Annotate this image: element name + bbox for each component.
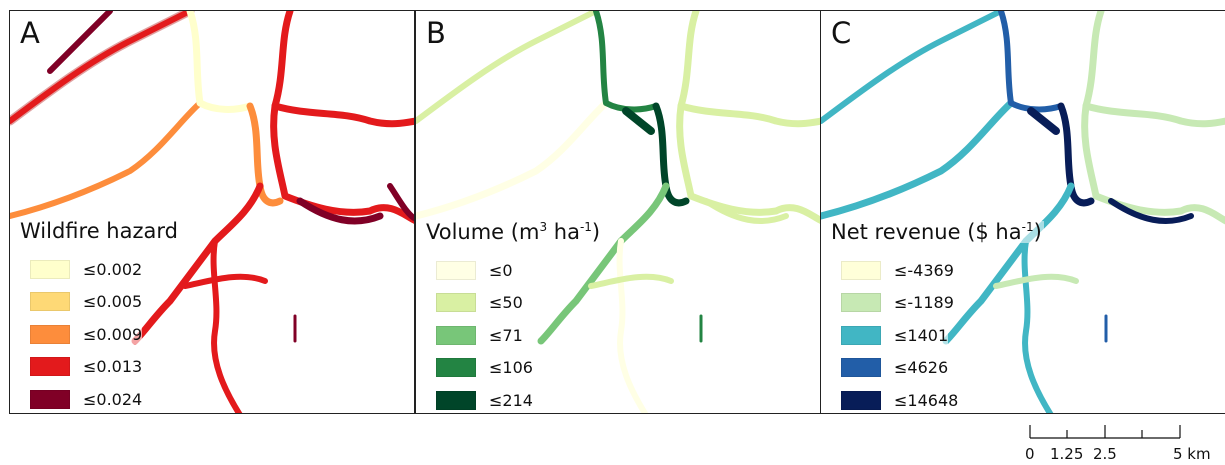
scale-bar: 0 1.25 2.5 5 km (1010, 420, 1211, 465)
stream-network-map (416, 11, 820, 413)
scale-label: 1.25 (1050, 445, 1084, 463)
stream-segment (1082, 11, 1225, 128)
legend-swatch (436, 260, 476, 280)
stream-segment (1021, 238, 1054, 413)
stream-segment (588, 273, 674, 289)
legend-item: ≤4626 (841, 352, 1044, 385)
legend-label: ≤71 (489, 325, 523, 345)
panel-letter: B (426, 16, 446, 50)
stream-segment (1108, 198, 1194, 224)
stream-segment (998, 11, 1064, 113)
legend-label: ≤50 (489, 293, 523, 313)
legend-item: ≤14648 (841, 384, 1044, 413)
legend-label: ≤0.005 (83, 292, 143, 312)
legend-swatch (841, 325, 881, 345)
legend-item: ≤1401 (841, 319, 1044, 352)
legend-label: ≤0.009 (83, 324, 143, 344)
legend-item: ≤106 (436, 352, 602, 385)
stream-segment (186, 11, 254, 113)
legend-swatch (30, 357, 70, 377)
legend-label: ≤14648 (894, 390, 959, 410)
legend-label: ≤106 (489, 358, 533, 378)
legend-swatch (436, 390, 476, 410)
map-panel-wildfire-hazard: A Wildfire hazard ≤0.002 ≤0.005 ≤0.009 ≤0.0… (9, 10, 415, 414)
legend-item: ≤-1189 (841, 287, 1044, 320)
legend-label: ≤-1189 (894, 293, 954, 313)
legend: Wildfire hazard ≤0.002 ≤0.005 ≤0.009 ≤0.013… (20, 219, 180, 413)
legend-label: ≤0 (489, 260, 513, 280)
legend-item: ≤0.002 (30, 253, 180, 286)
stream-segment (47, 11, 113, 74)
legend-swatch (30, 389, 70, 409)
legend-swatch (841, 390, 881, 410)
stream-segment (210, 238, 243, 413)
legend-item: ≤0.013 (30, 351, 180, 384)
legend-label: ≤0.002 (83, 259, 143, 279)
legend-label: ≤0.013 (83, 357, 143, 377)
stream-segment (677, 11, 820, 128)
stream-segment (182, 273, 268, 289)
legend-label: ≤0.024 (83, 389, 143, 409)
stream-segment (10, 11, 193, 124)
scale-label: 5 km (1173, 445, 1211, 463)
legend: Net revenue ($ ha-1) ≤-4369 ≤-1189 ≤1401 ≤4… (831, 220, 1044, 413)
stream-segment (416, 99, 610, 220)
scale-label: 2.5 (1093, 445, 1117, 463)
legend-swatch (436, 325, 476, 345)
stream-segment (676, 102, 820, 224)
legend-item: ≤0.024 (30, 383, 180, 413)
legend-item: ≤214 (436, 384, 602, 413)
stream-segment (821, 99, 1015, 220)
legend-swatch (30, 292, 70, 312)
stream-network-map (10, 11, 414, 413)
map-panel-volume: B Volume (m3 ha-1) ≤0 ≤50 ≤71 ≤106 ≤214 (415, 10, 821, 414)
stream-segment (416, 11, 599, 124)
legend-item: ≤71 (436, 319, 602, 352)
panel-letter: C (831, 16, 852, 50)
legend-item: ≤0.009 (30, 318, 180, 351)
stream-segment (821, 11, 1004, 124)
stream-segment (296, 197, 384, 225)
stream-segment (703, 198, 789, 224)
legend-swatch (436, 293, 476, 313)
legend-swatch (30, 324, 70, 344)
stream-segment (622, 107, 655, 135)
stream-network-map (821, 11, 1225, 413)
legend-title: Net revenue ($ ha-1) (831, 220, 1044, 244)
stream-segment (271, 11, 414, 128)
legend: Volume (m3 ha-1) ≤0 ≤50 ≤71 ≤106 ≤214 (426, 220, 603, 413)
panel-letter: A (20, 16, 40, 50)
map-panel-net-revenue: C Net revenue ($ ha-1) ≤-4369 ≤-1189 ≤1401… (820, 10, 1225, 414)
legend-swatch (30, 259, 70, 279)
legend-title: Volume (m3 ha-1) (426, 220, 603, 244)
legend-label: ≤1401 (894, 325, 949, 345)
legend-item: ≤-4369 (841, 254, 1044, 287)
stream-segment (10, 100, 203, 219)
stream-segment (593, 11, 659, 113)
stream-segment (616, 238, 649, 413)
stream-segment (537, 182, 670, 345)
scale-label: 0 (1025, 445, 1035, 463)
legend-item: ≤0.005 (30, 286, 180, 319)
stream-segment (387, 183, 414, 222)
scale-bar-ruler (1029, 425, 1181, 439)
legend-label: ≤4626 (894, 358, 949, 378)
legend-swatch (841, 293, 881, 313)
stream-segment (131, 182, 264, 345)
legend-label: ≤214 (489, 390, 533, 410)
stream-segment (1027, 107, 1060, 135)
legend-label: ≤-4369 (894, 260, 954, 280)
stream-segment (1081, 102, 1225, 225)
stream-segment (942, 182, 1075, 345)
legend-swatch (436, 358, 476, 378)
stream-segment (993, 273, 1079, 289)
legend-swatch (841, 358, 881, 378)
legend-swatch (841, 260, 881, 280)
legend-title: Wildfire hazard (20, 219, 180, 243)
legend-item: ≤0 (436, 254, 602, 287)
legend-item: ≤50 (436, 287, 602, 320)
stream-segment (270, 102, 414, 224)
